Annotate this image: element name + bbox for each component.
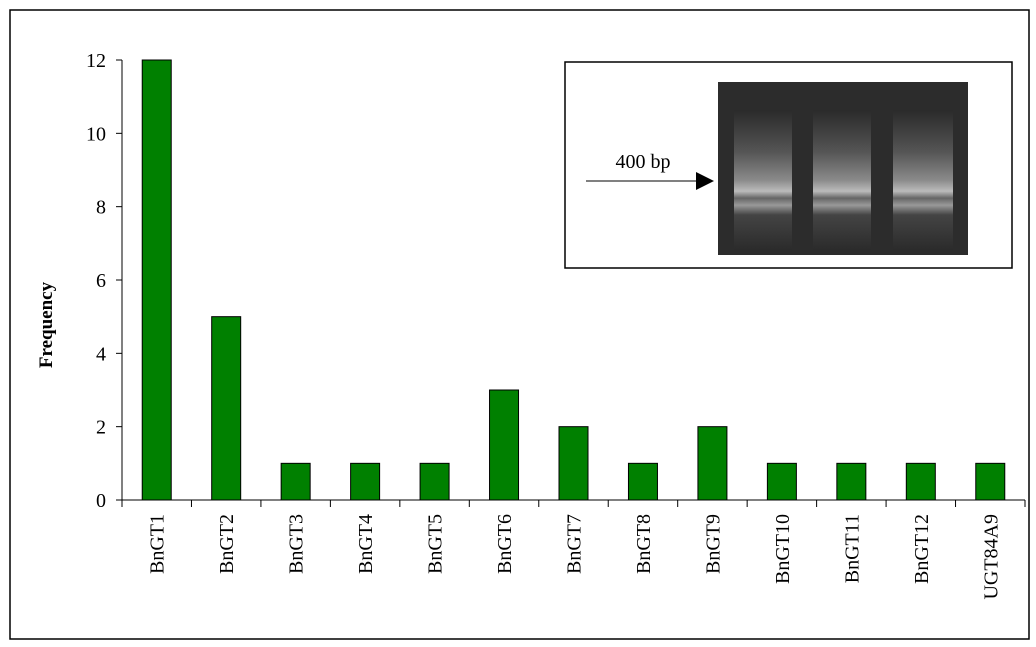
inset: 400 bp: [565, 62, 1012, 268]
x-tick-label: BnGT7: [564, 514, 586, 574]
x-tick-label: BnGT4: [355, 514, 377, 574]
x-tick-label: BnGT5: [425, 514, 447, 574]
gel-lane: [813, 110, 871, 250]
y-tick-label: 8: [96, 197, 106, 219]
gel-lane: [893, 110, 953, 250]
gel-lane: [734, 110, 792, 250]
x-tick-label: BnGT6: [494, 514, 516, 574]
bar: [767, 463, 796, 500]
x-tick-label: BnGT8: [633, 514, 655, 574]
bar: [490, 390, 519, 500]
bar: [976, 463, 1005, 500]
bar: [837, 463, 866, 500]
page: Frequency 400 bp 0 2 4 6 8 10 12 BnGT1 BnGT2 BnGT…: [0, 0, 1036, 647]
y-tick-label: 4: [96, 343, 106, 365]
y-axis-label: Frequency: [36, 281, 57, 368]
chart: Frequency 400 bp 0 2 4 6 8 10 12 BnGT1 BnGT2 BnGT…: [0, 0, 1036, 647]
y-tick-label: 6: [96, 270, 106, 292]
x-tick-label: UGT84A9: [980, 514, 1002, 600]
x-tick-label: BnGT11: [841, 514, 863, 583]
x-tick-label: BnGT12: [911, 514, 933, 584]
y-tick-label: 10: [86, 123, 106, 145]
bar: [420, 463, 449, 500]
bar: [212, 317, 241, 500]
x-tick-label: BnGT10: [772, 514, 794, 584]
bar: [281, 463, 310, 500]
bar: [628, 463, 657, 500]
x-tick-label: BnGT9: [702, 514, 724, 574]
y-tick-label: 2: [96, 417, 106, 439]
bar: [559, 427, 588, 500]
y-tick-label: 12: [86, 50, 106, 72]
y-tick-label: 0: [96, 490, 106, 512]
x-tick-label: BnGT2: [216, 514, 238, 574]
bar: [698, 427, 727, 500]
x-tick-label: BnGT1: [147, 514, 169, 574]
bar: [351, 463, 380, 500]
bar: [906, 463, 935, 500]
bar: [142, 60, 171, 500]
inset-label: 400 bp: [616, 151, 671, 173]
x-tick-label: BnGT3: [286, 514, 308, 574]
